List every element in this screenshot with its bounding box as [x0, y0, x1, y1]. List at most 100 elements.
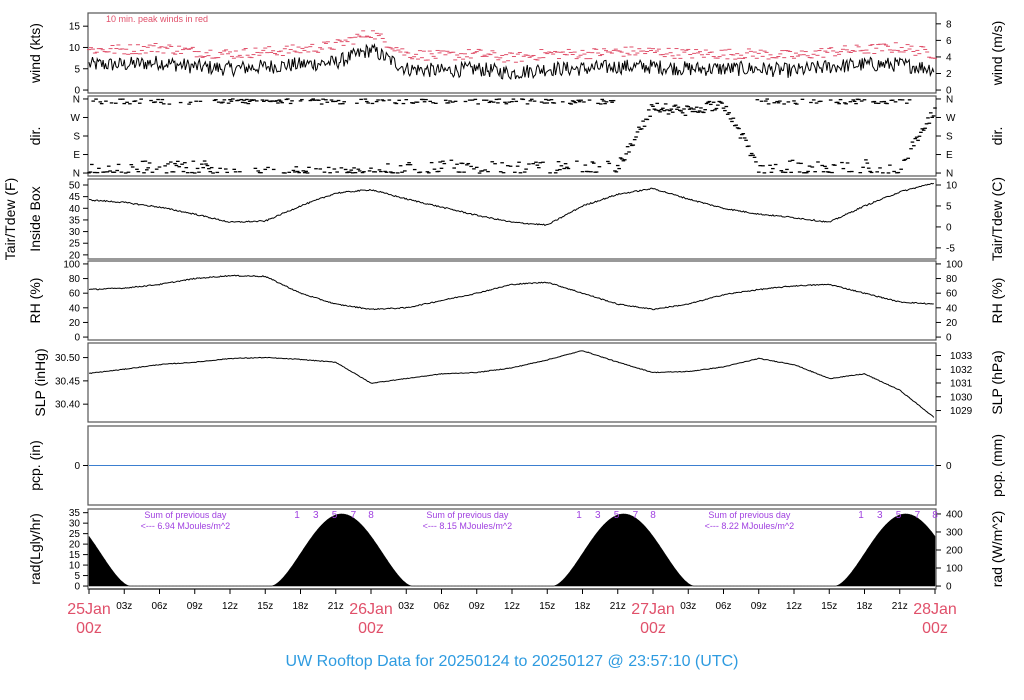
left-tick-label: 20: [69, 250, 81, 261]
x-tick-label: 03z: [116, 601, 132, 612]
hour-marker: 3: [313, 510, 319, 521]
chart-title: UW Rooftop Data for 20250124 to 20250127…: [286, 653, 739, 670]
right-axis-title: RH (%): [989, 278, 1005, 324]
left-axis-title-2: Inside Box: [27, 186, 43, 251]
left-tick-label: 50: [69, 180, 81, 191]
left-axis-title: SLP (inHg): [32, 348, 48, 416]
x-tick-label: 09z: [469, 601, 485, 612]
day-label: 26Jan: [349, 601, 393, 618]
left-axis-title: pcp. (in): [27, 440, 43, 491]
left-tick-label: 0: [74, 333, 80, 344]
x-tick-label: 03z: [680, 601, 696, 612]
radiation-area: [88, 513, 936, 587]
right-tick-label: 80: [946, 274, 958, 285]
left-axis-title: wind (kts): [27, 23, 43, 84]
right-tick-label: S: [946, 132, 953, 143]
right-tick-label: 1033: [950, 351, 973, 362]
right-tick-label: 8: [946, 19, 952, 30]
slp-line: [88, 350, 935, 418]
right-tick-label: 1031: [950, 379, 973, 390]
right-tick-label: 200: [946, 545, 963, 556]
panel-slp: [87, 342, 937, 423]
x-tick-label: 15z: [257, 601, 273, 612]
rh-line: [88, 274, 934, 311]
left-tick-label: 45: [69, 192, 81, 203]
left-axis-title: RH (%): [27, 278, 43, 324]
x-tick-label: 12z: [786, 601, 802, 612]
left-tick-label: 5: [74, 64, 80, 75]
right-axis-title: wind (m/s): [989, 21, 1005, 87]
hour-marker: 1: [294, 510, 300, 521]
x-tick-label: 09z: [187, 601, 203, 612]
right-tick-label: W: [946, 113, 956, 124]
left-tick-label: 30: [69, 227, 81, 238]
left-tick-label: 25: [69, 239, 81, 250]
daily-sum-label: Sum of previous day: [144, 510, 227, 520]
day-label: 27Jan: [631, 601, 675, 618]
x-tick-label: 15z: [821, 601, 837, 612]
day-label: 28Jan: [913, 601, 957, 618]
x-tick-label: 12z: [504, 601, 520, 612]
left-tick-label: 60: [69, 289, 81, 300]
left-tick-label: 10: [69, 43, 81, 54]
right-tick-label: 40: [946, 303, 958, 314]
x-tick-label: 15z: [539, 601, 555, 612]
daily-sum-value: <--- 6.94 MJoules/m^2: [141, 521, 231, 531]
left-tick-label: E: [73, 150, 80, 161]
panel-dir: [87, 95, 937, 177]
x-tick-label: 09z: [751, 601, 767, 612]
right-tick-label: 60: [946, 289, 958, 300]
left-tick-label: 15: [69, 22, 81, 33]
right-tick-label: 1032: [950, 365, 973, 376]
left-axis-title: rad(Lgly/hr): [27, 513, 43, 585]
x-tick-label: 18z: [292, 601, 308, 612]
daily-sum-label: Sum of previous day: [708, 510, 791, 520]
x-tick-label: 21z: [892, 601, 908, 612]
right-tick-label: 1029: [950, 406, 973, 417]
right-tick-label: 2: [946, 69, 952, 80]
hour-marker: 7: [351, 510, 357, 521]
right-tick-label: 0: [946, 86, 952, 97]
hour-marker: 5: [614, 510, 620, 521]
hour-marker: 1: [576, 510, 582, 521]
right-tick-label: 10: [946, 180, 958, 191]
hour-marker: 5: [896, 510, 902, 521]
left-tick-label: 20: [69, 318, 81, 329]
right-tick-label: 4: [946, 52, 952, 63]
peak-wind-note: 10 min. peak winds in red: [106, 14, 208, 24]
left-tick-label: 35: [69, 508, 81, 519]
left-axis-title: dir.: [27, 127, 43, 146]
x-tick-label: 18z: [856, 601, 872, 612]
right-tick-label: 0: [946, 461, 952, 472]
right-tick-label: 400: [946, 509, 963, 520]
daily-sum-value: <--- 8.15 MJoules/m^2: [423, 521, 513, 531]
right-tick-label: 0: [946, 222, 952, 233]
x-tick-label: 21z: [328, 601, 344, 612]
day-hour-label: 00z: [358, 620, 384, 637]
x-tick-label: 18z: [574, 601, 590, 612]
right-tick-label: N: [946, 94, 953, 105]
x-tick-label: 21z: [610, 601, 626, 612]
temp-line: [88, 182, 934, 227]
left-tick-label: 30.40: [55, 400, 80, 411]
left-tick-label: 0: [74, 582, 80, 593]
left-tick-label: 35: [69, 215, 81, 226]
left-tick-label: 5: [74, 571, 80, 582]
hour-marker: 8: [650, 510, 656, 521]
hour-marker: 7: [633, 510, 639, 521]
left-tick-label: S: [73, 132, 80, 143]
left-tick-label: 100: [63, 259, 80, 270]
left-tick-label: 40: [69, 204, 81, 215]
left-tick-label: N: [73, 169, 80, 180]
hour-marker: 3: [595, 510, 601, 521]
x-tick-label: 12z: [222, 601, 238, 612]
left-tick-label: W: [71, 113, 81, 124]
left-tick-label: 0: [74, 86, 80, 97]
right-axis-title: Tair/Tdew (C): [989, 177, 1005, 261]
right-axis-title: dir.: [989, 127, 1005, 146]
x-tick-label: 06z: [151, 601, 167, 612]
daily-sum-label: Sum of previous day: [426, 510, 509, 520]
panel-rh: [87, 260, 937, 341]
right-tick-label: 6: [946, 36, 952, 47]
